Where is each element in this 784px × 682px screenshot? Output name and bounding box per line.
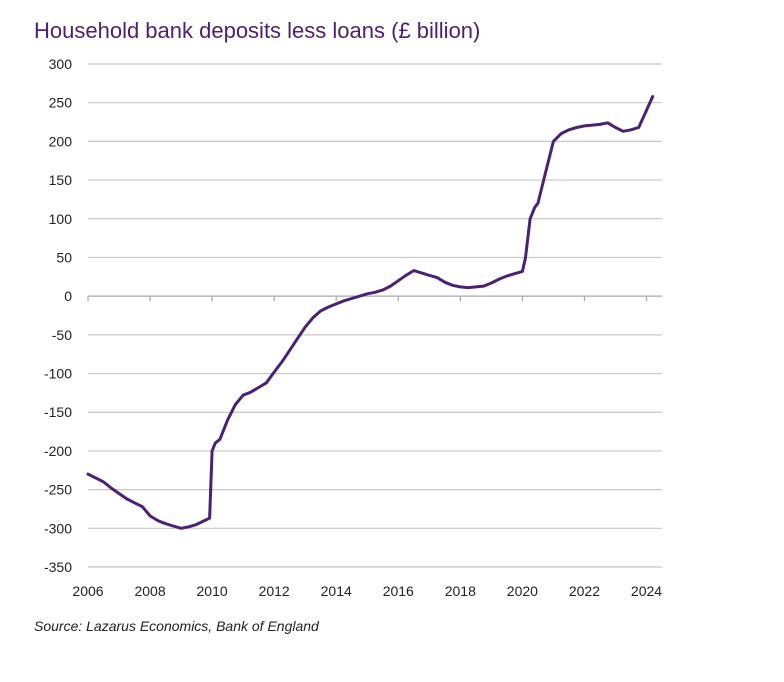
x-tick-label: 2022 — [569, 583, 600, 599]
y-tick-label: 250 — [49, 95, 73, 111]
chart-source-note: Source: Lazarus Economics, Bank of Engla… — [34, 618, 319, 634]
x-tick-label: 2024 — [631, 583, 662, 599]
y-tick-label: -100 — [44, 366, 72, 382]
y-tick-label: -350 — [44, 559, 72, 575]
chart-title: Household bank deposits less loans (£ bi… — [34, 18, 481, 43]
x-tick-label: 2006 — [72, 583, 103, 599]
y-tick-label: -300 — [44, 520, 72, 536]
y-tick-label: -50 — [52, 327, 72, 343]
x-tick-label: 2014 — [321, 583, 352, 599]
y-tick-label: 150 — [49, 172, 73, 188]
x-tick-label: 2010 — [197, 583, 228, 599]
x-tick-label: 2018 — [445, 583, 476, 599]
x-tick-label: 2008 — [134, 583, 165, 599]
y-tick-label: 50 — [56, 249, 72, 265]
y-tick-label: -200 — [44, 443, 72, 459]
x-tick-label: 2020 — [507, 583, 538, 599]
x-tick-label: 2016 — [383, 583, 414, 599]
y-tick-label: -250 — [44, 482, 72, 498]
x-tick-label: 2012 — [259, 583, 290, 599]
y-tick-label: 200 — [49, 133, 73, 149]
y-tick-label: -150 — [44, 404, 72, 420]
series-line-0 — [86, 95, 655, 530]
y-tick-label: 300 — [49, 56, 73, 72]
y-tick-label: 100 — [49, 211, 73, 227]
y-tick-label: 0 — [64, 288, 72, 304]
